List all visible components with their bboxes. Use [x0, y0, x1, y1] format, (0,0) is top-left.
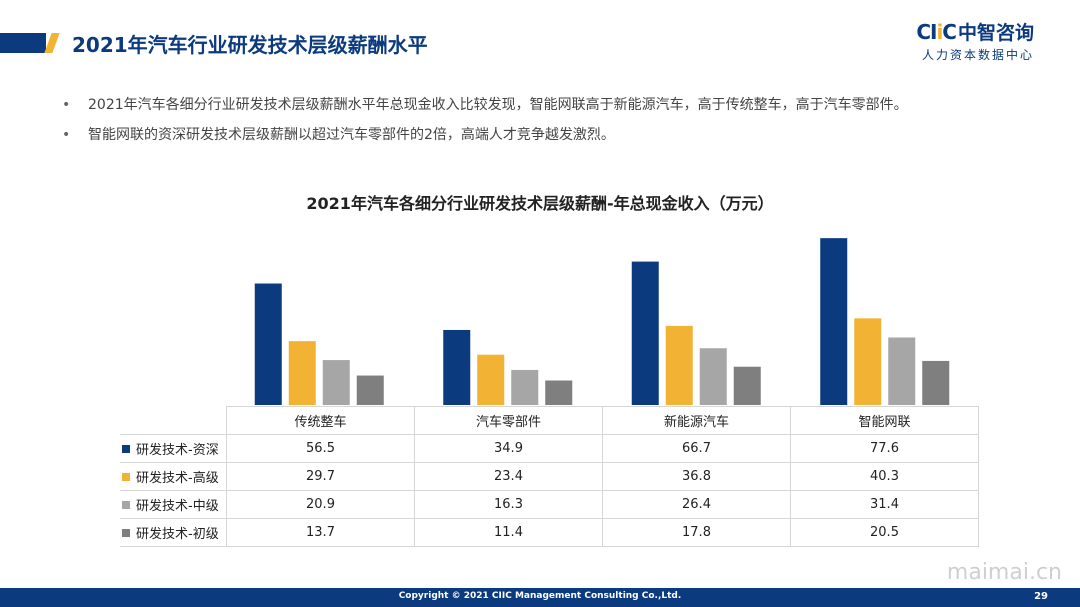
- table-cell: 26.4: [602, 490, 791, 519]
- bar: [254, 283, 282, 405]
- bullet-dot: •: [62, 127, 71, 143]
- bar: [820, 238, 848, 405]
- table-header-row: 传统整车 汽车零部件 新能源汽车 智能网联: [120, 406, 979, 435]
- logo-mark: CIiC: [916, 20, 957, 44]
- watermark: maimai.cn: [946, 560, 1062, 585]
- category-label: 汽车零部件: [414, 406, 603, 435]
- table-cell: 13.7: [226, 518, 415, 547]
- bar: [356, 375, 384, 405]
- company-logo: CIiC 中智咨询 人力资本数据中心: [916, 18, 1034, 63]
- table-row: 研发技术-高级 29.7 23.4 36.8 40.3: [120, 462, 979, 491]
- table-cell: 29.7: [226, 462, 415, 491]
- legend-label: 研发技术-高级: [136, 471, 219, 486]
- legend-label: 研发技术-初级: [136, 527, 219, 542]
- bar: [888, 337, 916, 405]
- legend-swatch: [122, 501, 130, 509]
- table-cell: 56.5: [226, 434, 415, 463]
- chart-title: 2021年汽车各细分行业研发技术层级薪酬-年总现金收入（万元）: [306, 194, 774, 213]
- legend-swatch: [122, 529, 130, 537]
- legend-label: 研发技术-中级: [136, 499, 219, 514]
- legend-label: 研发技术-资深: [136, 443, 219, 458]
- table-cell: 66.7: [602, 434, 791, 463]
- category-label: 智能网联: [790, 406, 979, 435]
- bullet-item: • 智能网联的资深研发技术层级薪酬以超过汽车零部件的2倍，高端人才竞争越发激烈。: [62, 124, 1042, 154]
- logo-name: 中智咨询: [957, 22, 1034, 44]
- category-label: 新能源汽车: [602, 406, 791, 435]
- bar: [699, 348, 727, 405]
- bullet-list: • 2021年汽车各细分行业研发技术层级薪酬水平年总现金收入比较发现，智能网联高于…: [62, 94, 1042, 154]
- logo-subtitle: 人力资本数据中心: [921, 48, 1034, 62]
- table-cell: 34.9: [414, 434, 603, 463]
- table-row: 研发技术-初级 13.7 11.4 17.8 20.5: [120, 518, 979, 547]
- bar: [545, 380, 573, 405]
- bar: [511, 369, 539, 405]
- legend-entry: 研发技术-资深: [120, 434, 227, 463]
- table-cell: 77.6: [790, 434, 979, 463]
- table-cell: 31.4: [790, 490, 979, 519]
- bar: [733, 366, 761, 405]
- bullet-item: • 2021年汽车各细分行业研发技术层级薪酬水平年总现金收入比较发现，智能网联高于…: [62, 94, 1042, 124]
- footer-bar: Copyright © 2021 CIIC Management Consult…: [0, 588, 1080, 607]
- bullet-text: 智能网联的资深研发技术层级薪酬以超过汽车零部件的2倍，高端人才竞争越发激烈。: [88, 127, 615, 143]
- legend-swatch: [122, 445, 130, 453]
- bar: [477, 354, 505, 405]
- legend-entry: 研发技术-初级: [120, 518, 227, 547]
- bar: [322, 360, 350, 405]
- table-row: 研发技术-资深 56.5 34.9 66.7 77.6: [120, 434, 979, 463]
- page-number: 29: [1034, 591, 1048, 602]
- bar: [443, 329, 471, 405]
- category-label: 传统整车: [226, 406, 415, 435]
- chart-data-table: 传统整车 汽车零部件 新能源汽车 智能网联 研发技术-资深 56.5 34.9 …: [120, 406, 979, 547]
- table-cell: 17.8: [602, 518, 791, 547]
- bullet-dot: •: [62, 97, 71, 113]
- table-corner: [120, 406, 227, 435]
- page-title: 2021年汽车行业研发技术层级薪酬水平: [72, 33, 428, 57]
- bar: [631, 261, 659, 405]
- table-cell: 20.9: [226, 490, 415, 519]
- table-cell: 36.8: [602, 462, 791, 491]
- header-accent-bar: [0, 33, 46, 53]
- table-cell: 23.4: [414, 462, 603, 491]
- bar: [288, 341, 316, 405]
- table-row: 研发技术-中级 20.9 16.3 26.4 31.4: [120, 490, 979, 519]
- footer-copyright: Copyright © 2021 CIIC Management Consult…: [398, 591, 682, 601]
- bar: [854, 318, 882, 405]
- bar: [665, 325, 693, 405]
- table-cell: 20.5: [790, 518, 979, 547]
- table-cell: 16.3: [414, 490, 603, 519]
- bar: [922, 360, 950, 405]
- bullet-text: 2021年汽车各细分行业研发技术层级薪酬水平年总现金收入比较发现，智能网联高于新…: [88, 97, 908, 113]
- legend-entry: 研发技术-高级: [120, 462, 227, 491]
- legend-entry: 研发技术-中级: [120, 490, 227, 519]
- table-cell: 40.3: [790, 462, 979, 491]
- legend-swatch: [122, 473, 130, 481]
- table-cell: 11.4: [414, 518, 603, 547]
